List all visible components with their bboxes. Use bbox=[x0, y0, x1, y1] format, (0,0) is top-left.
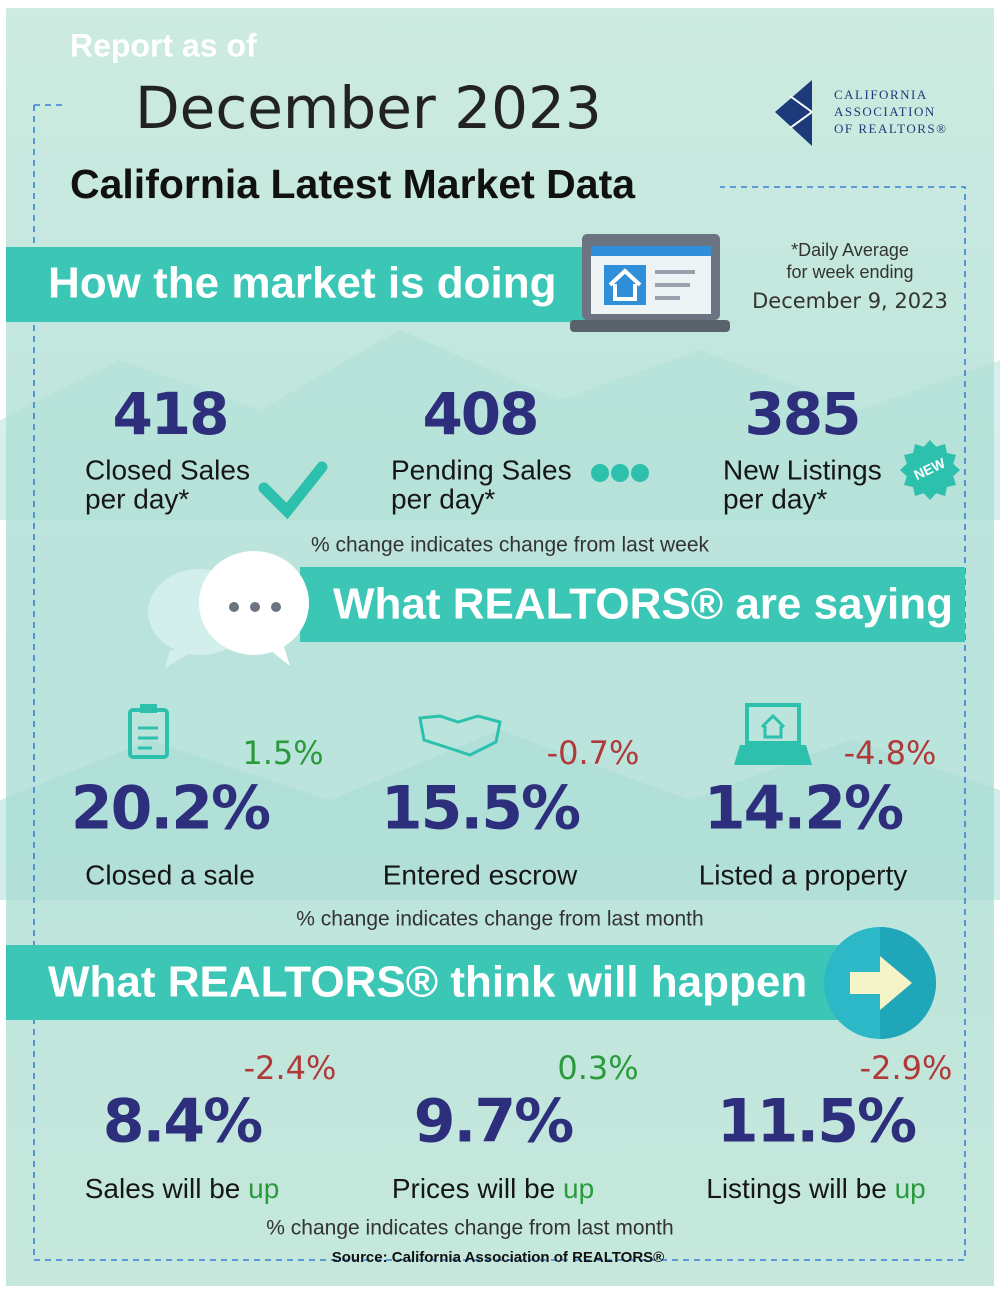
speech-icon bbox=[148, 551, 309, 668]
change-value: 1.5% bbox=[242, 734, 323, 772]
handshake-icon bbox=[418, 714, 502, 757]
item-label-text: Sales will be bbox=[85, 1173, 248, 1204]
laptop-base bbox=[570, 320, 730, 332]
change-value: -0.7% bbox=[547, 734, 640, 772]
new-badge bbox=[900, 440, 960, 500]
percent-value: 8.4% bbox=[103, 1087, 262, 1157]
source: Source: California Association of REALTO… bbox=[332, 1249, 664, 1266]
title: California Latest Market Data bbox=[70, 161, 636, 207]
computer-icon bbox=[734, 703, 812, 765]
percent-value: 9.7% bbox=[414, 1087, 573, 1157]
report-label: Report as of bbox=[70, 27, 257, 63]
item-label: Entered escrow bbox=[383, 859, 578, 890]
item-label: Prices will be up bbox=[392, 1173, 594, 1204]
speech-bubble bbox=[270, 640, 290, 666]
dots-icon bbox=[631, 464, 649, 482]
logo-mark bbox=[775, 80, 812, 146]
laptop-bar bbox=[591, 246, 711, 256]
period-note: December 9, 2023 bbox=[752, 289, 948, 313]
section-heading: What REALTORS® are saying bbox=[333, 580, 953, 629]
computer-house bbox=[760, 713, 786, 739]
percent-value: 14.2% bbox=[704, 774, 903, 844]
laptop-lines bbox=[655, 270, 695, 300]
metric-label: per day* bbox=[723, 483, 827, 514]
metric-label: Pending Sales bbox=[391, 454, 572, 485]
speech-dot bbox=[250, 602, 260, 612]
metric-label: per day* bbox=[391, 483, 495, 514]
item-label: Closed a sale bbox=[85, 859, 255, 890]
percent-value: 11.5% bbox=[717, 1087, 916, 1157]
section-heading: How the market is doing bbox=[48, 259, 557, 308]
metric-label: New Listings bbox=[723, 454, 882, 485]
report-date: December 2023 bbox=[135, 74, 602, 142]
change-note: % change indicates change from last mont… bbox=[296, 908, 703, 931]
metric-value: 418 bbox=[112, 380, 227, 448]
change-note: % change indicates change from last week bbox=[311, 534, 710, 557]
check-icon bbox=[258, 461, 328, 520]
section-band bbox=[6, 945, 886, 1020]
laptop-icon bbox=[570, 234, 730, 332]
metric-label: Closed Sales bbox=[85, 454, 250, 485]
speech-dot bbox=[229, 602, 239, 612]
item-label-text: Listings will be bbox=[706, 1173, 894, 1204]
change-note: % change indicates change from last mont… bbox=[266, 1217, 673, 1240]
computer-keyboard bbox=[734, 745, 812, 765]
change-value: -4.8% bbox=[844, 734, 937, 772]
metric-value: 385 bbox=[744, 380, 859, 448]
item-label-text: Prices will be bbox=[392, 1173, 563, 1204]
section-heading: What REALTORS® think will happen bbox=[48, 958, 807, 1007]
clipboard-icon bbox=[128, 704, 169, 759]
item-label-direction: up bbox=[248, 1173, 279, 1204]
section-band bbox=[6, 247, 606, 322]
change-value: -2.4% bbox=[244, 1049, 337, 1087]
speech-bubble bbox=[165, 650, 192, 668]
bg-shape bbox=[0, 330, 1000, 520]
percent-value: 15.5% bbox=[381, 774, 580, 844]
laptop-house bbox=[608, 268, 642, 301]
change-value: 0.3% bbox=[557, 1049, 638, 1087]
logo-text: CALIFORNIA bbox=[834, 87, 928, 102]
bg-shape bbox=[0, 730, 1000, 900]
computer-screen bbox=[745, 703, 801, 745]
dots-icon bbox=[611, 464, 629, 482]
period-note: for week ending bbox=[786, 262, 913, 282]
logo-mark bbox=[789, 95, 814, 129]
item-label-direction: up bbox=[895, 1173, 926, 1204]
clipboard-clip bbox=[140, 704, 157, 713]
item-label: Listings will be up bbox=[706, 1173, 925, 1204]
logo-text: OF REALTORS® bbox=[834, 121, 948, 136]
section-band bbox=[300, 567, 965, 642]
period-note: *Daily Average bbox=[791, 240, 909, 260]
percent-value: 20.2% bbox=[71, 774, 270, 844]
dashed-frame bbox=[33, 104, 966, 1261]
clipboard-lines bbox=[138, 726, 158, 750]
dots-icon bbox=[591, 464, 609, 482]
item-label-direction: up bbox=[563, 1173, 594, 1204]
change-value: -2.9% bbox=[860, 1049, 953, 1087]
logo-text: ASSOCIATION bbox=[834, 104, 936, 119]
logo: CALIFORNIA ASSOCIATION OF REALTORS® bbox=[775, 80, 948, 146]
item-label: Listed a property bbox=[699, 859, 908, 890]
item-label: Sales will be up bbox=[85, 1173, 280, 1204]
metric-value: 408 bbox=[422, 380, 537, 448]
arrow-icon bbox=[824, 927, 936, 1039]
arrow bbox=[850, 956, 912, 1010]
metric-label: per day* bbox=[85, 483, 189, 514]
speech-dot bbox=[271, 602, 281, 612]
